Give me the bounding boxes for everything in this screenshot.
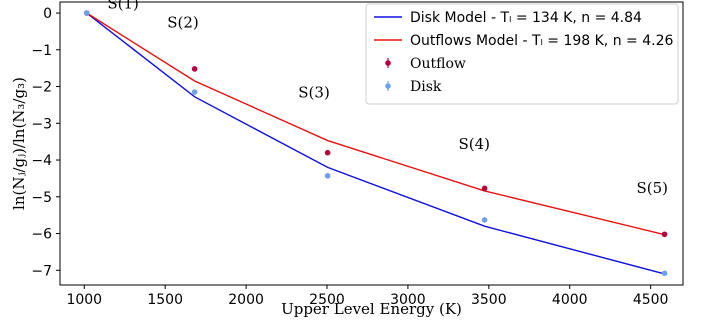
x-tick-label: 4000 [552, 292, 588, 308]
data-point-3 [661, 270, 668, 277]
y-tick-label: 0 [43, 6, 52, 22]
annotation-label: S(3) [298, 84, 330, 102]
x-tick-label: 1000 [66, 292, 102, 308]
legend-label: Outflow [410, 56, 466, 72]
y-tick-label: −4 [31, 153, 52, 169]
y-tick-label: −2 [31, 80, 52, 96]
data-point-2 [661, 231, 668, 238]
legend-swatch-marker [385, 83, 391, 89]
x-tick-label: 4500 [633, 292, 669, 308]
y-tick-label: −6 [31, 227, 52, 243]
data-point-2 [191, 66, 198, 72]
legend-swatch-marker [385, 60, 391, 66]
x-tick-label: 1500 [147, 292, 183, 308]
data-point-2 [481, 185, 488, 192]
legend-box [365, 3, 679, 105]
y-tick-label: −1 [31, 43, 52, 59]
series-line-1 [86, 12, 665, 236]
x-tick-label: 2000 [228, 292, 264, 308]
annotation-label: S(4) [458, 135, 490, 153]
x-axis-label: Upper Level Energy (K) [281, 300, 462, 318]
data-point-2 [324, 149, 331, 156]
y-tick-label: −7 [31, 263, 52, 279]
x-tick-label: 3000 [390, 292, 426, 308]
series-line-0 [86, 12, 665, 275]
annotation-label: S(2) [167, 14, 199, 32]
data-point-3 [83, 10, 90, 16]
legend-label: Disk Model - Tₗ = 134 K, n = 4.84 [410, 10, 642, 26]
data-point-3 [481, 217, 488, 223]
x-tick-label: 2500 [309, 292, 345, 308]
data-point-3 [324, 173, 331, 179]
annotation-label: S(1) [107, 0, 139, 13]
legend-label: Disk [410, 79, 442, 95]
plot-frame [59, 1, 684, 286]
data-point-3 [191, 89, 198, 95]
legend-label: Outflows Model - Tₗ = 198 K, n = 4.26 [410, 33, 673, 49]
y-tick-label: −3 [31, 116, 52, 132]
y-tick-label: −5 [31, 190, 52, 206]
annotation-label: S(5) [636, 179, 668, 197]
x-tick-label: 3500 [471, 292, 507, 308]
y-axis-label: ln(Nⱼ/gⱼ)/ln(N₃/g₃) [10, 77, 28, 210]
